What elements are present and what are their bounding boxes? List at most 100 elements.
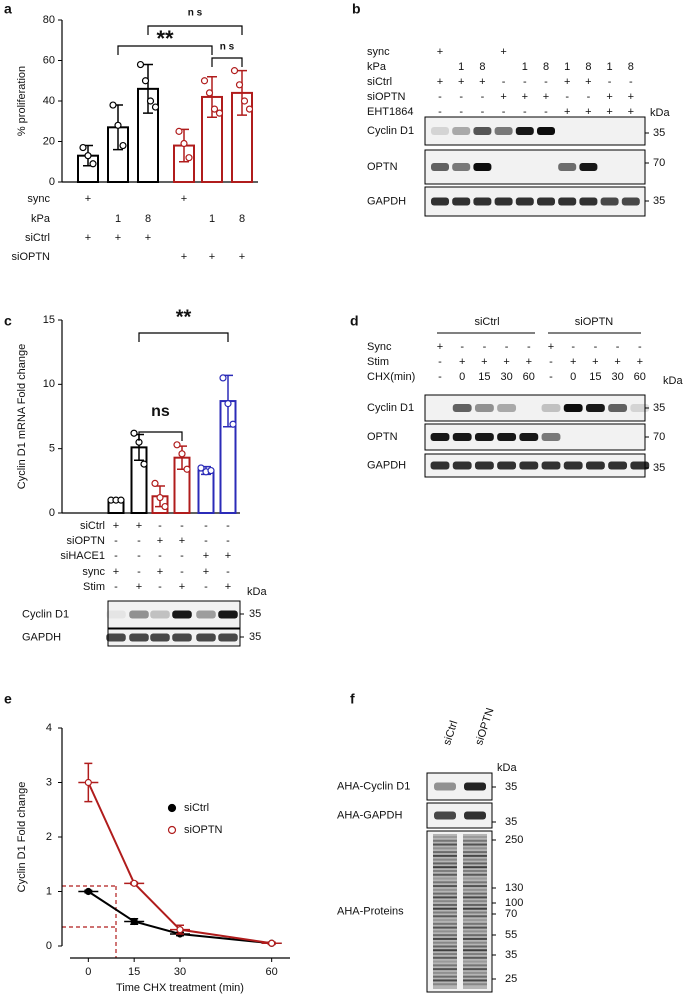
blot-band [433, 896, 457, 899]
legend-marker [167, 803, 177, 813]
blot-cell: + [500, 91, 506, 103]
condition-label: kPa [31, 213, 51, 225]
blot-band [433, 968, 457, 971]
blot-band [579, 197, 598, 206]
marker-label: 35 [653, 195, 665, 207]
blot-band [541, 404, 561, 412]
blot-cell: - [565, 91, 569, 103]
y-axis-label: Cyclin D1 Fold change [16, 782, 28, 893]
blot-cell: - [460, 341, 464, 353]
y-tick-label: 10 [43, 378, 55, 390]
data-point [245, 105, 254, 113]
blot-cell: 30 [500, 371, 512, 383]
half-life-guides [62, 885, 117, 958]
blot-band [433, 851, 457, 854]
y-tick-label: 60 [43, 54, 55, 66]
data-point [230, 67, 239, 75]
blot-band [196, 610, 216, 619]
condition-cell: + [179, 535, 185, 547]
condition-cell: - [158, 520, 162, 532]
data-point [161, 502, 169, 511]
blot-band [433, 862, 457, 865]
blot-band [463, 903, 487, 906]
blot-band-label: GAPDH [22, 631, 61, 643]
blot-band [536, 127, 556, 135]
condition-cell: + [181, 251, 187, 263]
blot-band [463, 836, 487, 838]
blot-cell: + [628, 106, 634, 118]
marker-label: 35 [653, 402, 665, 414]
data-point [175, 127, 183, 135]
blot-cell: - [544, 106, 548, 118]
data-point [240, 97, 249, 105]
significance-bracket [147, 25, 243, 35]
blot-band [463, 881, 487, 884]
condition-cell: + [85, 232, 91, 244]
blot-band [433, 953, 457, 956]
x-tick-label: 0 [85, 966, 91, 978]
blot-band [433, 877, 457, 880]
condition-cell: - [204, 520, 208, 532]
data-point [215, 109, 224, 117]
condition-cell: 8 [145, 213, 151, 225]
data-point [200, 77, 209, 85]
marker-label: 35 [249, 631, 261, 643]
blot-band [585, 461, 605, 470]
blot-band [558, 197, 577, 206]
marker-label: 70 [653, 431, 665, 443]
blot-band [433, 881, 457, 884]
condition-cell: + [209, 251, 215, 263]
data-point [84, 778, 92, 787]
y-tick-label: 4 [46, 722, 52, 734]
blot-band [430, 461, 450, 470]
blot-band [608, 461, 628, 470]
blot-cell: + [522, 91, 528, 103]
blot-band [433, 983, 457, 986]
blot-band [464, 811, 486, 820]
blot-lane [433, 834, 457, 989]
data-point [119, 141, 127, 150]
blot-band [172, 610, 192, 619]
condition-cell: - [137, 535, 141, 547]
blot-cell: - [616, 341, 620, 353]
condition-cell: + [179, 581, 185, 593]
blot-cell: 8 [585, 61, 591, 73]
blot-cell: - [523, 76, 527, 88]
data-point [197, 464, 205, 472]
significance-bracket [138, 332, 229, 342]
condition-label: siOPTN [12, 251, 51, 263]
blot-band [630, 404, 650, 412]
blot-band [434, 782, 456, 791]
data-point [136, 60, 145, 69]
blot-cell: + [543, 91, 549, 103]
blot-cell: + [526, 356, 532, 368]
data-point [178, 450, 186, 458]
significance-label: ** [156, 26, 174, 51]
marker-label: 100 [505, 897, 523, 909]
blot-band [433, 911, 457, 914]
condition-cell: + [113, 520, 119, 532]
blot-band [433, 839, 457, 842]
x-tick-label: 60 [266, 966, 278, 978]
blot-band [536, 197, 556, 206]
blot-band [497, 404, 517, 412]
blot-band-label: AHA-Cyclin D1 [337, 780, 410, 792]
error-bar [237, 69, 247, 116]
panel-label: e [4, 691, 12, 707]
blot-band [541, 461, 561, 470]
blot-band [433, 922, 457, 925]
data-point [79, 143, 87, 152]
blot-row-label: siCtrl [367, 76, 392, 88]
blot-cell: - [502, 76, 506, 88]
blot-band [433, 854, 457, 857]
blot-band [433, 975, 457, 978]
panel-label: a [4, 1, 12, 17]
blot-band [519, 433, 539, 441]
blot-band [463, 983, 487, 986]
blot-band [463, 885, 487, 888]
blot-band [463, 839, 487, 842]
condition-cell: + [203, 566, 209, 578]
condition-cell: + [157, 566, 163, 578]
blot-cell: - [459, 106, 463, 118]
data-point [173, 441, 181, 449]
